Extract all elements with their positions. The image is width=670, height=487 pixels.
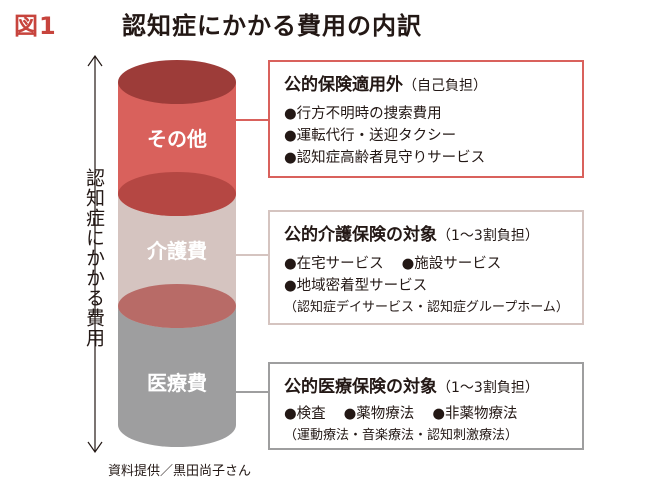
box-care-items-row: ●在宅サービス ●施設サービス bbox=[284, 253, 568, 275]
dimension-arrow bbox=[87, 54, 103, 454]
box-care-heading: 公的介護保険の対象（1〜3割負担） bbox=[284, 225, 539, 245]
box-uncovered-item: ●運転代行・送迎タクシー bbox=[284, 128, 457, 144]
box-uncovered: 公的保険適用外（自己負担） ●行方不明時の捜索費用 ●運転代行・送迎タクシー ●… bbox=[268, 60, 584, 178]
segment-label-medical: 医療費 bbox=[147, 371, 207, 395]
page-title: 認知症にかかる費用の内訳 bbox=[122, 12, 422, 40]
box-care-item: ●在宅サービス bbox=[284, 256, 384, 272]
box-uncovered-item: ●認知症高齢者見守りサービス bbox=[284, 150, 486, 166]
box-care-item: ●施設サービス bbox=[401, 256, 502, 272]
box-medical-heading: 公的医療保険の対象（1〜3割負担） bbox=[284, 377, 539, 397]
box-medical-items-row: ●検査 ●薬物療法 ●非薬物療法 bbox=[284, 403, 568, 425]
segment-label-care: 介護費 bbox=[146, 239, 207, 263]
segment-label-other: その他 bbox=[147, 127, 207, 151]
box-medical-item: ●検査 bbox=[284, 406, 326, 422]
box-medical-item: ●非薬物療法 bbox=[432, 406, 518, 422]
box-medical-sub: （運動療法・音楽療法・認知刺激療法） bbox=[284, 428, 519, 443]
credit-text: 資料提供／黒田尚子さん bbox=[108, 464, 252, 479]
box-care-insurance: 公的介護保険の対象（1〜3割負担） ●在宅サービス ●施設サービス ●地域密着型サ… bbox=[268, 210, 584, 325]
figure-number: 図1 bbox=[14, 12, 57, 40]
box-care-sub: （認知症デイサービス・認知症グループホーム） bbox=[284, 300, 569, 315]
box-medical-item: ●薬物療法 bbox=[343, 406, 415, 422]
segment-medical bbox=[118, 306, 236, 447]
box-care-item: ●地域密着型サービス bbox=[284, 278, 428, 294]
vertical-axis-label: 認知症にかかる費用 bbox=[83, 168, 105, 348]
box-uncovered-item: ●行方不明時の捜索費用 bbox=[284, 106, 442, 122]
box-medical-insurance: 公的医療保険の対象（1〜3割負担） ●検査 ●薬物療法 ●非薬物療法 （運動療法・音… bbox=[268, 362, 584, 450]
segment-other bbox=[118, 60, 236, 216]
box-uncovered-heading: 公的保険適用外（自己負担） bbox=[284, 75, 487, 95]
segment-care bbox=[118, 194, 236, 328]
